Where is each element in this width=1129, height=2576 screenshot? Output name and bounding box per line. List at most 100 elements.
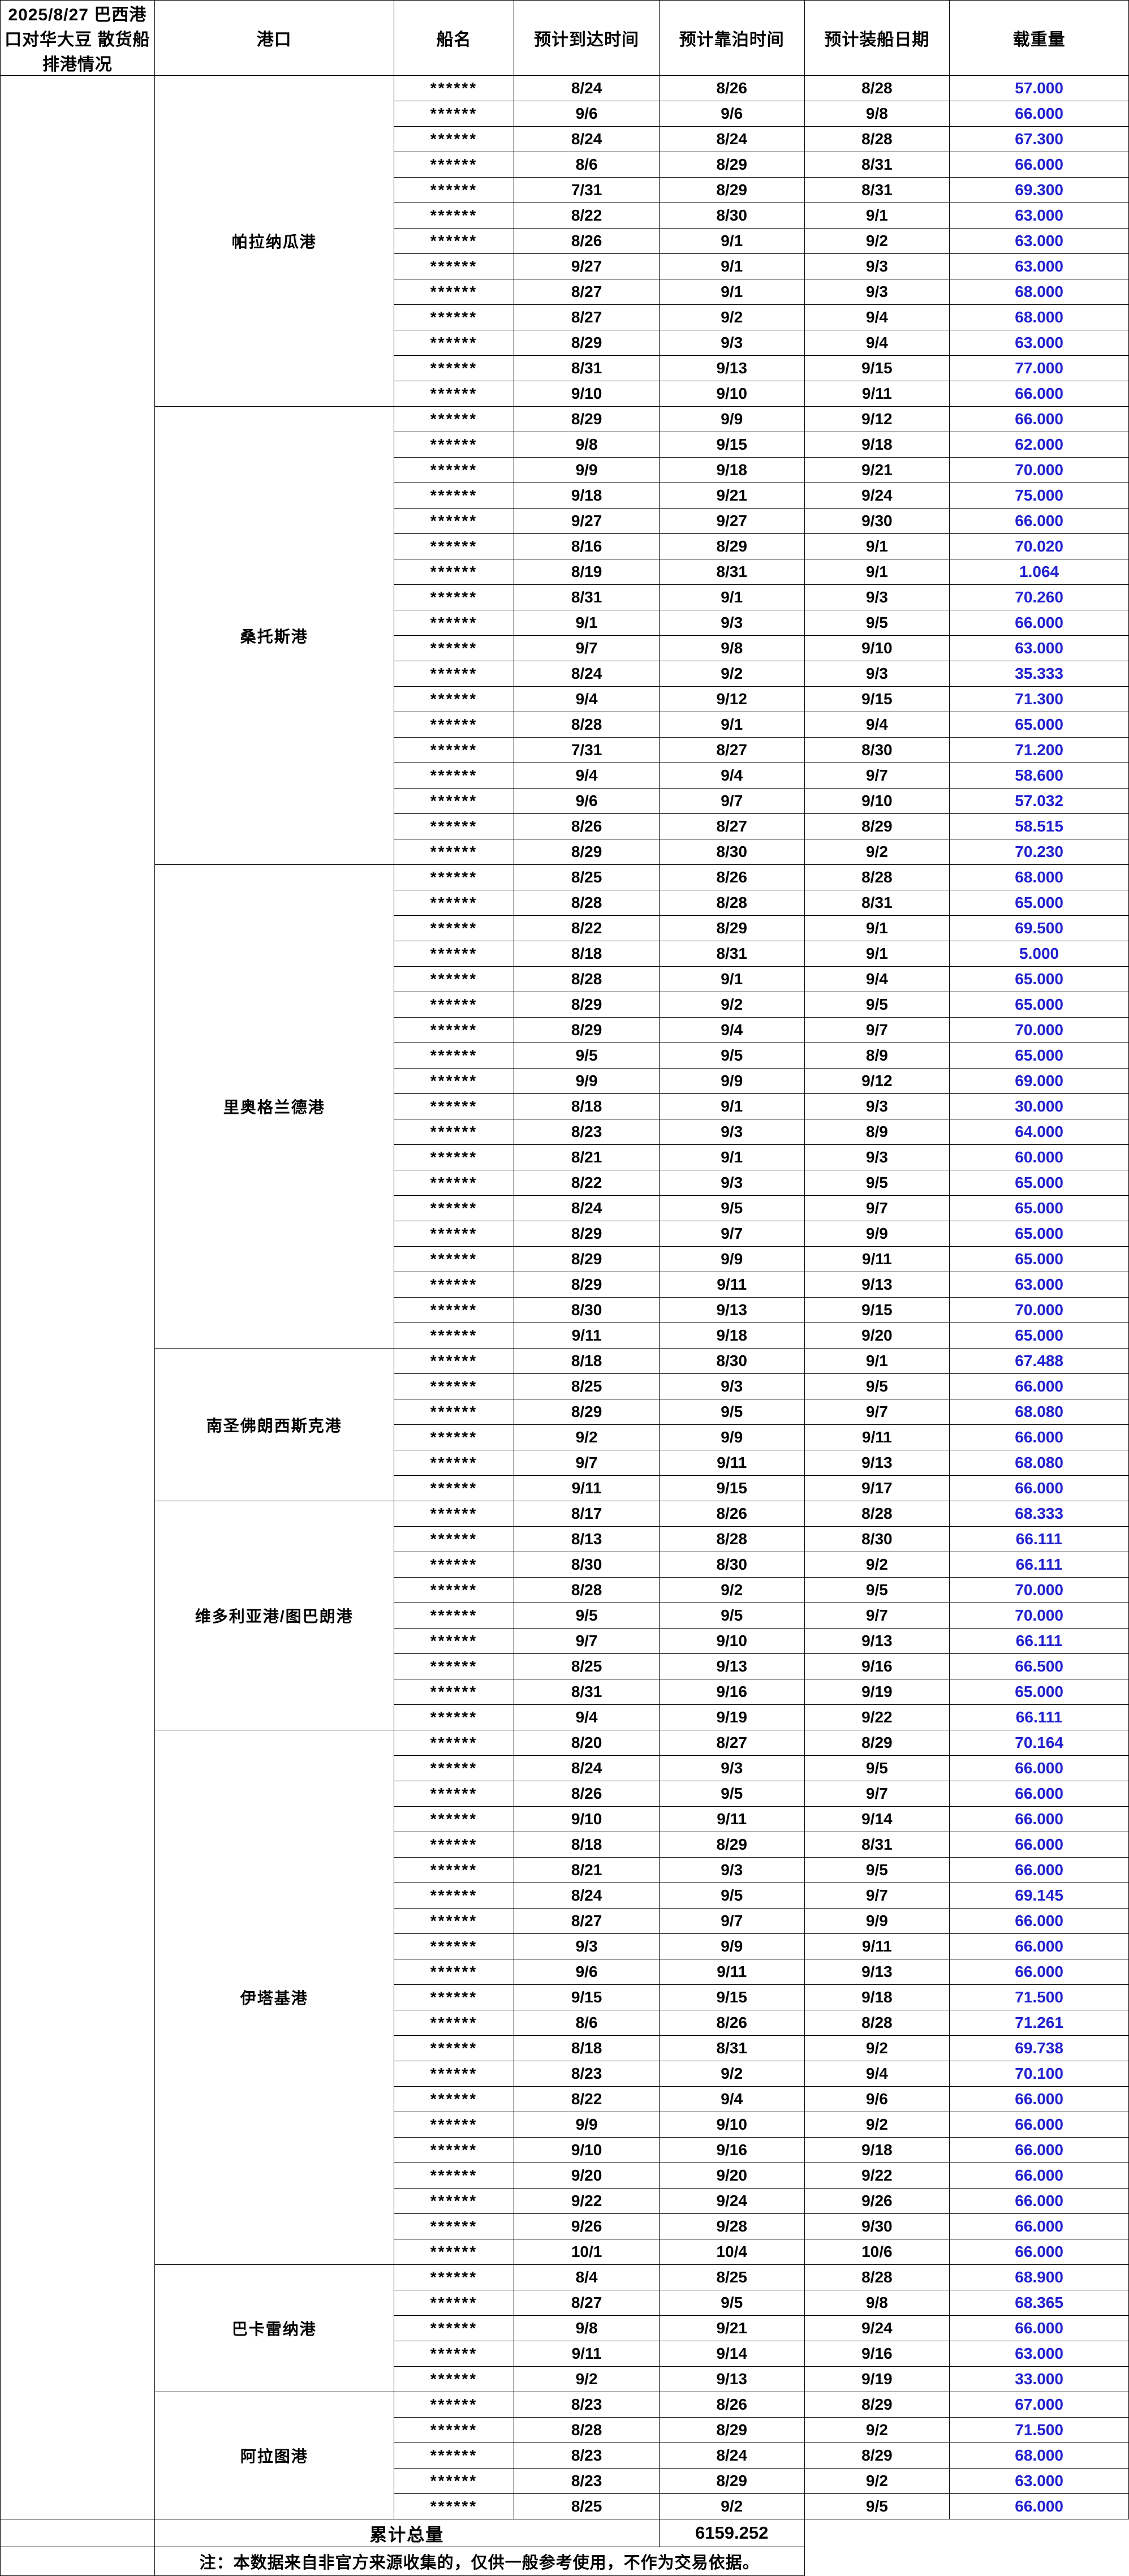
ship-name-cell: ****** (393, 1068, 515, 1094)
loading-cell: 9/2 (804, 2417, 950, 2443)
dwt-cell: 69.000 (949, 1068, 1129, 1094)
dwt-cell: 68.080 (949, 1399, 1129, 1425)
dwt-cell: 67.300 (949, 126, 1129, 152)
loading-cell: 9/7 (804, 1195, 950, 1221)
dwt-cell: 66.000 (949, 1806, 1129, 1832)
eta-cell: 9/27 (514, 508, 660, 534)
berth-cell: 9/8 (658, 635, 805, 661)
dwt-cell: 35.333 (949, 661, 1129, 687)
dwt-cell: 66.000 (949, 2188, 1129, 2214)
ship-name-cell: ****** (393, 966, 515, 992)
eta-cell: 9/4 (514, 1704, 660, 1730)
loading-cell: 9/1 (804, 203, 950, 229)
column-header-berth: 预计靠泊时间 (658, 0, 805, 76)
ship-name-cell: ****** (393, 2188, 515, 2214)
ship-name-cell: ****** (393, 75, 515, 101)
eta-cell: 8/25 (514, 2493, 660, 2519)
eta-cell: 8/23 (514, 2468, 660, 2494)
loading-cell: 9/5 (804, 1577, 950, 1603)
ship-name-cell: ****** (393, 1653, 515, 1679)
berth-cell: 9/1 (658, 1144, 805, 1170)
loading-cell: 9/15 (804, 355, 950, 381)
disclaimer-note: 注：本数据来自非官方来源收集的，仅供一般参考使用，不作为交易依据。 (154, 2547, 805, 2576)
berth-cell: 8/27 (658, 813, 805, 839)
eta-cell: 9/4 (514, 686, 660, 712)
eta-cell: 9/18 (514, 483, 660, 509)
berth-cell: 9/1 (658, 584, 805, 610)
berth-cell: 9/28 (658, 2213, 805, 2239)
loading-cell: 9/9 (804, 1221, 950, 1247)
dwt-cell: 70.000 (949, 1577, 1129, 1603)
eta-cell: 8/18 (514, 2035, 660, 2061)
berth-cell: 8/26 (658, 1501, 805, 1527)
table-row: ****** 8/29 9/5 9/7 68.080 (1, 1399, 1129, 1425)
total-label: 累计总量 (154, 2519, 660, 2547)
table-row: ****** 9/4 9/12 9/15 71.300 (1, 686, 1129, 712)
berth-cell: 8/25 (658, 2264, 805, 2290)
table-row: ****** 9/9 9/18 9/21 70.000 (1, 457, 1129, 483)
ship-name-cell: ****** (393, 1043, 515, 1069)
berth-cell: 9/13 (658, 1297, 805, 1323)
berth-cell: 9/7 (658, 1221, 805, 1247)
eta-cell: 8/29 (514, 1221, 660, 1247)
dwt-cell: 66.000 (949, 381, 1129, 407)
total-row: 累计总量 6159.252 (0, 2519, 1129, 2547)
berth-cell: 9/2 (658, 661, 805, 687)
berth-cell: 9/3 (658, 1170, 805, 1196)
eta-cell: 8/22 (514, 1170, 660, 1196)
ship-name-cell: ****** (393, 1552, 515, 1578)
dwt-cell: 77.000 (949, 355, 1129, 381)
ship-name-cell: ****** (393, 788, 515, 814)
berth-cell: 9/14 (658, 2341, 805, 2367)
dwt-cell: 66.111 (949, 1704, 1129, 1730)
eta-cell: 9/7 (514, 1450, 660, 1476)
dwt-cell: 66.111 (949, 1526, 1129, 1552)
ship-name-cell: ****** (393, 406, 515, 432)
dwt-cell: 69.300 (949, 177, 1129, 203)
loading-cell: 9/12 (804, 406, 950, 432)
loading-cell: 9/11 (804, 1246, 950, 1272)
berth-cell: 8/24 (658, 2443, 805, 2469)
dwt-cell: 65.000 (949, 890, 1129, 916)
table-row: ****** 8/28 8/29 9/2 71.500 (1, 2417, 1129, 2443)
loading-cell: 9/13 (804, 1272, 950, 1298)
table-row: ****** 8/22 8/30 9/1 63.000 (1, 203, 1129, 229)
loading-cell: 9/2 (804, 839, 950, 865)
dwt-cell: 70.100 (949, 2061, 1129, 2087)
ship-name-cell: ****** (393, 457, 515, 483)
dwt-cell: 70.000 (949, 1603, 1129, 1629)
loading-cell: 9/7 (804, 1017, 950, 1043)
dwt-cell: 60.000 (949, 1144, 1129, 1170)
dwt-cell: 66.000 (949, 101, 1129, 127)
table-row: ****** 9/2 9/13 9/19 33.000 (1, 2366, 1129, 2392)
loading-cell: 9/4 (804, 966, 950, 992)
eta-cell: 9/9 (514, 1068, 660, 1094)
dwt-cell: 64.000 (949, 1119, 1129, 1145)
table-row: ****** 8/29 9/9 9/11 65.000 (1, 1246, 1129, 1272)
title-column-spacer (0, 75, 155, 2519)
ship-name-cell: ****** (393, 2213, 515, 2239)
table-row: 巴卡雷纳港 ****** 8/4 8/25 8/28 68.900 (1, 2264, 1129, 2392)
ship-name-cell: ****** (393, 1170, 515, 1196)
table-row: 伊塔基港 ****** 8/20 8/27 8/29 70.164 (1, 1730, 1129, 2265)
eta-cell: 8/23 (514, 2061, 660, 2087)
dwt-cell: 65.000 (949, 1323, 1129, 1349)
ship-name-cell: ****** (393, 763, 515, 789)
dwt-cell: 65.000 (949, 1170, 1129, 1196)
ship-name-cell: ****** (393, 2239, 515, 2265)
table-row: ****** 9/5 9/5 9/7 70.000 (1, 1603, 1129, 1629)
table-row: ****** 9/10 9/16 9/18 66.000 (1, 2137, 1129, 2163)
table-row: ****** 8/13 8/28 8/30 66.111 (1, 1526, 1129, 1552)
loading-cell: 9/8 (804, 2290, 950, 2316)
loading-cell: 9/8 (804, 101, 950, 127)
eta-cell: 8/24 (514, 661, 660, 687)
ship-name-cell: ****** (393, 1144, 515, 1170)
ship-name-cell: ****** (393, 661, 515, 687)
table-row: ****** 8/29 8/30 9/2 70.230 (1, 839, 1129, 865)
berth-cell: 8/30 (658, 1348, 805, 1374)
berth-cell: 9/2 (658, 1577, 805, 1603)
dwt-cell: 66.000 (949, 1755, 1129, 1781)
berth-cell: 9/1 (658, 228, 805, 254)
eta-cell: 9/10 (514, 1806, 660, 1832)
